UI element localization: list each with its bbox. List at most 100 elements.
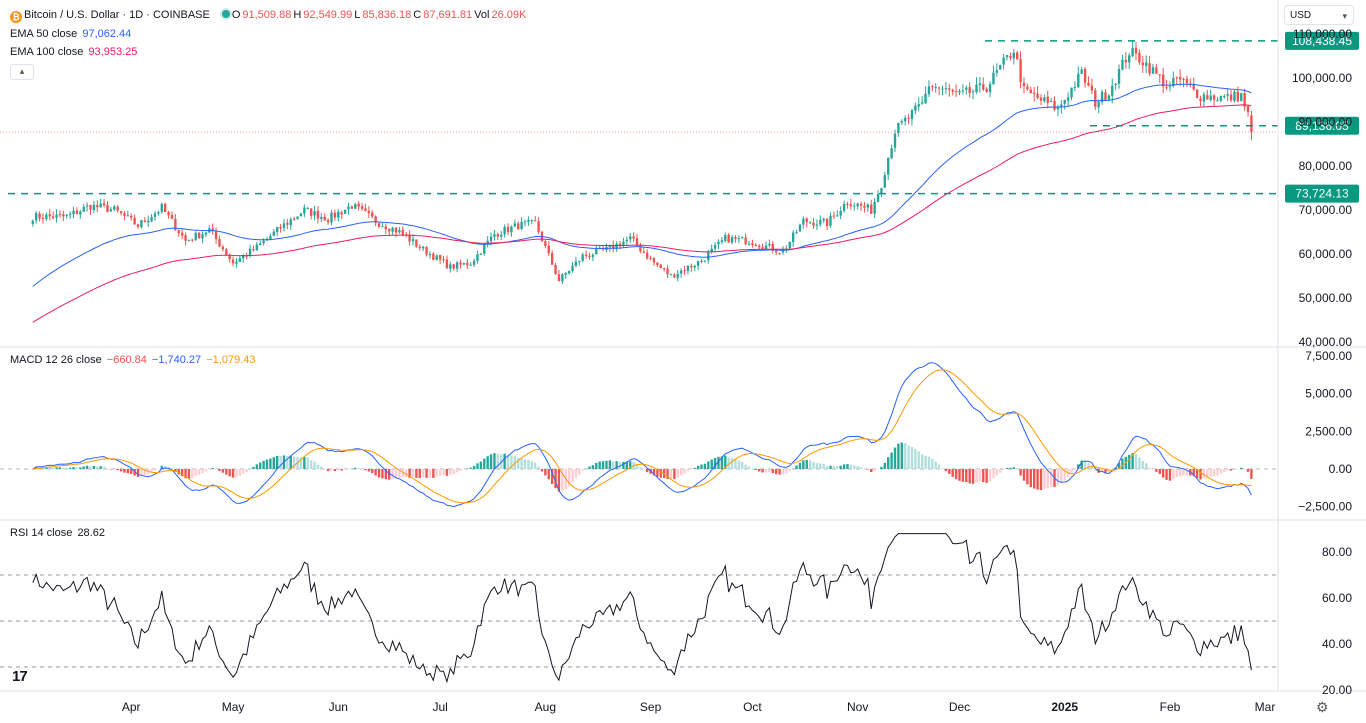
macd-histogram-bar [856, 466, 859, 469]
candle-body [177, 230, 180, 234]
candle-body [184, 235, 187, 241]
macd-histogram-bar [995, 469, 999, 476]
macd-histogram-bar [761, 469, 764, 473]
time-tick-label: Aug [535, 700, 556, 714]
macd-histogram-bar [975, 469, 978, 483]
macd-histogram-bar [591, 465, 595, 469]
macd-histogram-bar [452, 469, 455, 475]
macd-histogram-bar [435, 469, 438, 477]
candle-body [1195, 89, 1199, 98]
candle-body [1182, 79, 1185, 81]
rsi-tick-label: 20.00 [1322, 683, 1352, 697]
macd-histogram-bar [1121, 458, 1124, 469]
macd-histogram-bar [907, 445, 910, 469]
candle-body [595, 248, 598, 255]
candle-body [612, 244, 615, 249]
macd-histogram-bar [1060, 469, 1063, 484]
candle-body [656, 262, 659, 266]
macd-histogram-bar [1090, 465, 1094, 469]
candle-body [781, 250, 785, 253]
candle-body [381, 226, 384, 228]
candle-body [401, 229, 404, 235]
collapse-legend-button[interactable]: ▴ [10, 64, 34, 80]
macd-histogram-bar [544, 469, 547, 476]
currency-label: USD [1290, 10, 1312, 21]
macd-histogram-bar [696, 465, 700, 469]
macd-histogram-bar [1141, 460, 1144, 469]
macd-histogram-bar [449, 469, 452, 475]
macd-histogram-bar [106, 468, 109, 470]
candle-body [1005, 55, 1009, 58]
macd-histogram-bar [472, 465, 476, 469]
candle-body [724, 235, 727, 241]
macd-histogram-bar [1077, 464, 1080, 469]
candle-body [455, 262, 459, 269]
ema50-legend[interactable]: EMA 50 close 97,062.44 [10, 28, 133, 40]
candle-body [326, 220, 330, 223]
macd-histogram-bar [211, 468, 214, 469]
macd-histogram-bar [1043, 469, 1046, 489]
macd-histogram-bar [493, 453, 496, 469]
symbol-legend[interactable]: ₿ Bitcoin / U.S. Dollar · 1D · COINBASE O 9… [10, 9, 528, 23]
ema100-legend[interactable]: EMA 100 close 93,953.25 [10, 46, 139, 58]
candle-body [523, 221, 527, 223]
macd-histogram-bar [676, 469, 679, 478]
macd-histogram-bar [618, 461, 622, 469]
candle-body [320, 217, 323, 219]
macd-histogram-bar [1219, 469, 1223, 474]
ema100-value: 93,953.25 [88, 46, 138, 58]
macd-histogram-bar [309, 460, 313, 469]
rsi-legend[interactable]: RSI 14 close 28.62 [10, 527, 107, 539]
candle-body [870, 204, 873, 214]
macd-histogram-bar [1212, 469, 1216, 477]
macd-histogram-bar [58, 467, 62, 469]
candle-body [768, 244, 771, 246]
candle-body [1077, 73, 1080, 88]
candle-body [1073, 86, 1077, 88]
candle-body [493, 234, 496, 237]
macd-histogram-bar [720, 456, 724, 469]
candle-body [1046, 96, 1049, 103]
candle-body [55, 214, 58, 218]
close-value: 87,691.81 [423, 9, 473, 21]
gear-icon[interactable]: ⚙ [1316, 699, 1329, 715]
ema50-value: 97,062.44 [82, 28, 132, 40]
low-value: 85,836.18 [362, 9, 412, 21]
macd-histogram-bar [948, 469, 951, 475]
macd-histogram-bar [259, 462, 262, 469]
macd-histogram-bar [934, 461, 937, 469]
candle-body [472, 260, 476, 265]
macd-histogram-bar [1107, 469, 1111, 473]
macd-histogram-bar [1236, 469, 1240, 470]
macd-histogram-bar [510, 455, 513, 469]
candle-body [147, 220, 150, 223]
macd-histogram-bar [1005, 467, 1009, 469]
candle-body [635, 238, 639, 246]
macd-histogram-bar [625, 461, 629, 469]
macd-legend[interactable]: MACD 12 26 close −660.84 −1,740.27 −1,07… [10, 354, 257, 366]
candle-body [646, 252, 649, 259]
candle-body [259, 243, 262, 246]
candle-body [292, 218, 296, 220]
macd-pane [0, 362, 1278, 508]
macd-histogram-bar [1185, 469, 1189, 476]
candle-body [1087, 82, 1090, 86]
currency-select[interactable]: USD ▾ [1284, 5, 1354, 25]
candle-body [720, 240, 724, 242]
macd-histogram-bar [1216, 469, 1219, 476]
candle-body [425, 247, 428, 255]
macd-histogram-bar [313, 461, 316, 469]
candle-body [153, 213, 157, 217]
macd-histogram-bar [337, 469, 340, 471]
macd-histogram-bar [533, 462, 537, 469]
candle-body [778, 252, 781, 254]
macd-histogram-bar [150, 469, 153, 473]
macd-histogram-bar [751, 468, 754, 469]
candle-body [931, 86, 934, 88]
candle-body [1212, 95, 1216, 100]
macd-histogram-bar [1080, 460, 1083, 469]
macd-histogram-bar [819, 463, 822, 469]
macd-histogram-bar [808, 460, 812, 469]
macd-histogram-bar [72, 467, 75, 469]
